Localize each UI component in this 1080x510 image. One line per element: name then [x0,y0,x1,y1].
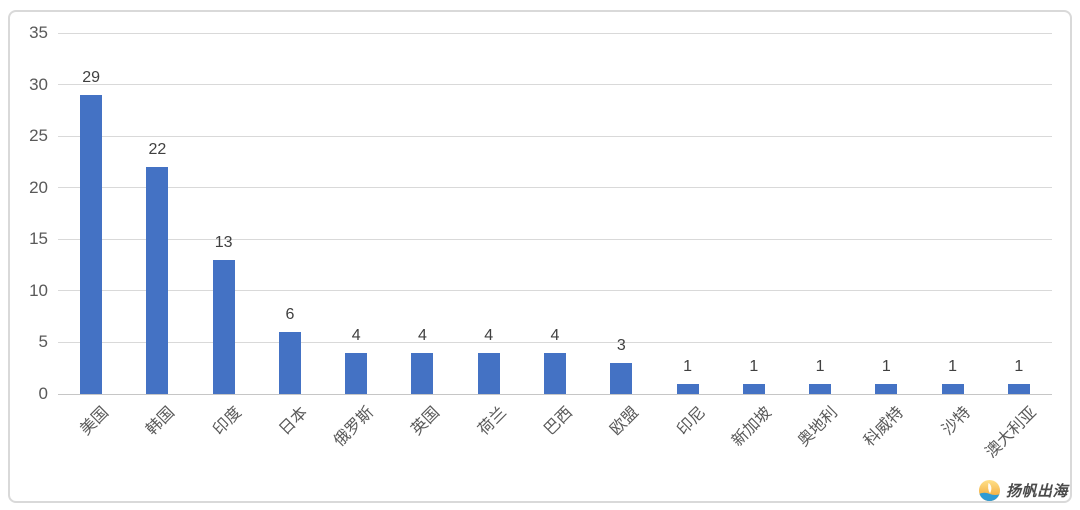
y-tick-label: 10 [29,280,48,300]
bar [676,383,699,394]
bar [610,363,633,394]
y-tick-label: 25 [29,126,48,146]
y-gridline [58,135,1052,137]
y-tick-label: 15 [29,229,48,249]
bar [345,352,368,394]
bar-value-label: 1 [683,357,692,375]
y-tick-label: 20 [29,177,48,197]
bar [80,94,103,394]
y-gridline [58,32,1052,34]
y-gridline [58,238,1052,240]
y-gridline [58,84,1052,86]
bar-value-label: 1 [749,357,759,375]
bar [875,383,898,394]
y-tick-label: 0 [38,384,48,403]
y-tick-label: 5 [38,332,48,352]
y-gridline [58,187,1052,189]
bar [544,352,566,394]
bar-value-label: 1 [881,357,891,375]
bar-value-label: 22 [148,141,167,159]
bar-value-label: 4 [418,326,427,344]
y-tick-label: 35 [29,23,48,42]
bar [742,383,765,394]
bar [941,383,964,394]
brand-watermark-text: 扬帆出海 [1005,483,1068,500]
y-gridline [58,341,1052,343]
bar-value-label: 29 [82,68,101,86]
bar [411,352,434,394]
y-gridline [58,290,1052,292]
bar [477,352,500,394]
sun-sail-wave-icon [978,479,1001,502]
y-gridline [58,393,1052,395]
bar [146,167,169,394]
bar-value-label: 4 [351,326,361,344]
bar-value-label: 1 [1014,357,1024,375]
bar [1007,383,1030,394]
bar-value-label: 4 [484,326,494,344]
y-tick-label: 30 [29,74,48,94]
bar-value-label: 6 [285,306,295,324]
bar-value-label: 3 [616,337,626,355]
brand-watermark: 扬帆出海 [978,479,1068,502]
bar-value-label: 1 [815,357,825,375]
bar [212,259,235,394]
bar [809,383,832,394]
bar-value-label: 13 [214,233,233,251]
bar [278,332,301,394]
chart-card [8,10,1072,503]
bar-value-label: 1 [948,357,958,375]
bar-value-label: 4 [550,326,560,344]
